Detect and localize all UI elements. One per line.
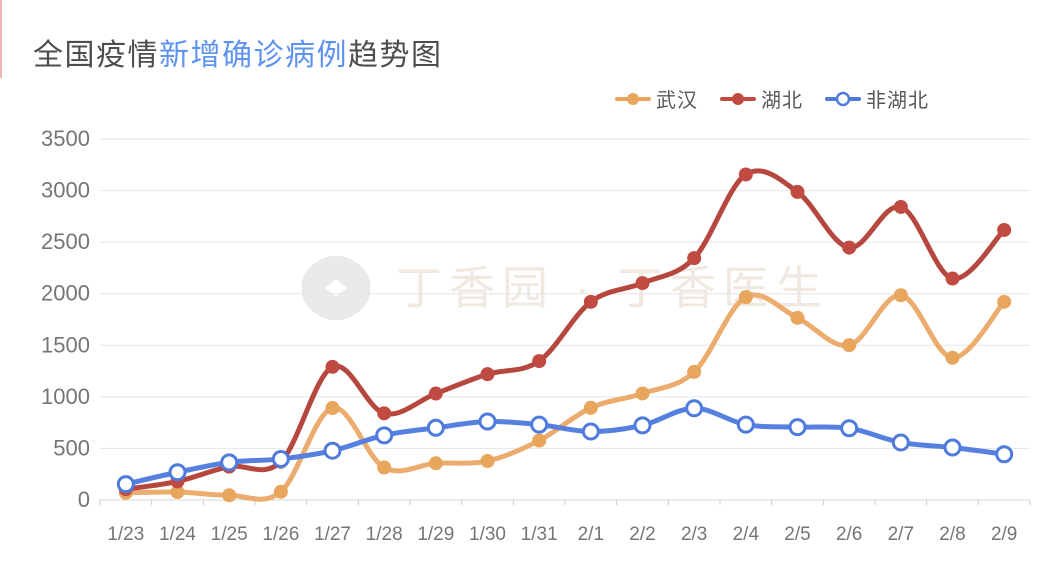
y-axis-tick-label: 3000 <box>41 178 90 203</box>
series-non-hubei-point <box>168 463 187 482</box>
chart-title-prefix: 全国疫情 <box>33 39 159 72</box>
series-hubei-point <box>583 294 598 309</box>
series-wuhan-point <box>790 310 805 325</box>
series-wuhan-point <box>842 338 857 353</box>
x-axis-tick-label: 1/26 <box>262 524 299 545</box>
x-axis-tick-label: 2/3 <box>681 524 707 545</box>
series-wuhan-point <box>738 290 753 305</box>
x-axis-tick-label: 2/2 <box>629 524 655 545</box>
series-non-hubei-point <box>736 415 755 434</box>
y-axis-tick-label: 2500 <box>41 229 90 254</box>
series-hubei-point <box>428 386 443 401</box>
series-hubei-point <box>635 276 650 291</box>
x-axis-tick-label: 2/8 <box>939 524 965 545</box>
y-axis-tick-label: 3500 <box>41 126 90 151</box>
legend-marker-hubei <box>720 92 756 105</box>
series-wuhan-point <box>273 484 288 499</box>
legend-item-wuhan[interactable]: 武汉 <box>615 84 698 113</box>
series-hubei-point <box>480 367 495 382</box>
series-wuhan-point <box>635 386 650 401</box>
series-non-hubei-point <box>220 453 239 472</box>
legend-marker-non-hubei <box>825 91 861 106</box>
series-non-hubei-point <box>530 415 549 434</box>
legend: 武汉 湖北 非湖北 <box>615 84 929 113</box>
series-non-hubei-line <box>123 405 1007 487</box>
series-non-hubei-point <box>685 399 704 418</box>
series-non-hubei-point <box>633 416 652 435</box>
series-hubei-line <box>123 168 1007 492</box>
chart-title-suffix: 趋势图 <box>348 39 443 72</box>
y-axis-tick-label: 1500 <box>41 332 90 357</box>
x-axis-tick-label: 1/24 <box>159 524 196 545</box>
legend-marker-wuhan <box>615 92 651 105</box>
y-axis-tick-label: 0 <box>78 487 90 512</box>
series-hubei-point <box>945 271 960 286</box>
series-wuhan-point <box>893 288 908 303</box>
series-hubei-point <box>790 184 805 199</box>
series-non-hubei-point <box>271 449 290 468</box>
x-axis-tick-label: 1/30 <box>469 524 506 545</box>
x-axis-tick-label: 1/25 <box>211 524 248 545</box>
series-non-hubei-point <box>995 445 1014 464</box>
series-hubei-point <box>325 359 340 374</box>
left-edge-accent <box>0 0 2 78</box>
y-axis-tick-label: 2000 <box>41 281 90 306</box>
series-wuhan-point <box>428 456 443 471</box>
x-axis-tick-label: 1/28 <box>366 524 403 545</box>
x-axis-tick-label: 1/29 <box>417 524 454 545</box>
series-non-hubei-point <box>788 418 807 437</box>
x-axis-tick-label: 2/1 <box>578 524 604 545</box>
series-wuhan-point <box>583 400 598 415</box>
series-hubei-point <box>842 240 857 255</box>
series-wuhan-point <box>325 400 340 415</box>
series-non-hubei-point <box>478 412 497 431</box>
series-wuhan-point <box>532 433 547 448</box>
series-hubei-point <box>738 167 753 182</box>
series-non-hubei-point <box>891 433 910 452</box>
x-axis-tick-label: 2/5 <box>784 524 810 545</box>
x-axis-tick-label: 2/4 <box>733 524 760 545</box>
series-wuhan-point <box>377 460 392 475</box>
chart-title: 全国疫情新增确诊病例趋势图 <box>33 30 443 74</box>
series-non-hubei-point <box>840 419 859 438</box>
legend-label: 武汉 <box>656 90 698 112</box>
series-wuhan-point <box>997 294 1012 309</box>
legend-label: 非湖北 <box>866 90 929 112</box>
series-non-hubei-point <box>426 418 445 437</box>
legend-item-hubei[interactable]: 湖北 <box>720 84 803 113</box>
series-non-hubei-point <box>943 438 962 457</box>
series-hubei-point <box>997 222 1012 237</box>
chart-title-highlight: 新增确诊病例 <box>159 39 348 72</box>
x-axis-tick-label: 2/6 <box>836 524 862 545</box>
series-hubei-point <box>377 406 392 421</box>
legend-label: 湖北 <box>761 90 803 112</box>
y-axis-tick-label: 1000 <box>41 384 90 409</box>
series-hubei-point <box>532 354 547 369</box>
x-axis-tick-label: 2/7 <box>888 524 914 545</box>
x-axis-tick-label: 2/9 <box>991 524 1017 545</box>
series-non-hubei-point <box>375 426 394 445</box>
series-wuhan-point <box>480 454 495 469</box>
x-axis-tick-label: 1/27 <box>314 524 351 545</box>
series-wuhan-point <box>945 350 960 365</box>
series-hubei-point <box>687 251 702 266</box>
series-wuhan-point <box>687 364 702 379</box>
series-hubei-point <box>893 199 908 214</box>
x-axis-tick-label: 1/31 <box>521 524 558 545</box>
series-non-hubei-point <box>581 422 600 441</box>
legend-item-non-hubei[interactable]: 非湖北 <box>825 84 929 113</box>
y-axis-tick-label: 500 <box>53 435 90 460</box>
series-wuhan-point <box>170 485 185 500</box>
series-non-hubei-point <box>116 475 135 494</box>
x-axis-tick-label: 1/23 <box>107 524 144 545</box>
series-non-hubei-point <box>323 441 342 460</box>
series-wuhan-point <box>222 488 237 503</box>
